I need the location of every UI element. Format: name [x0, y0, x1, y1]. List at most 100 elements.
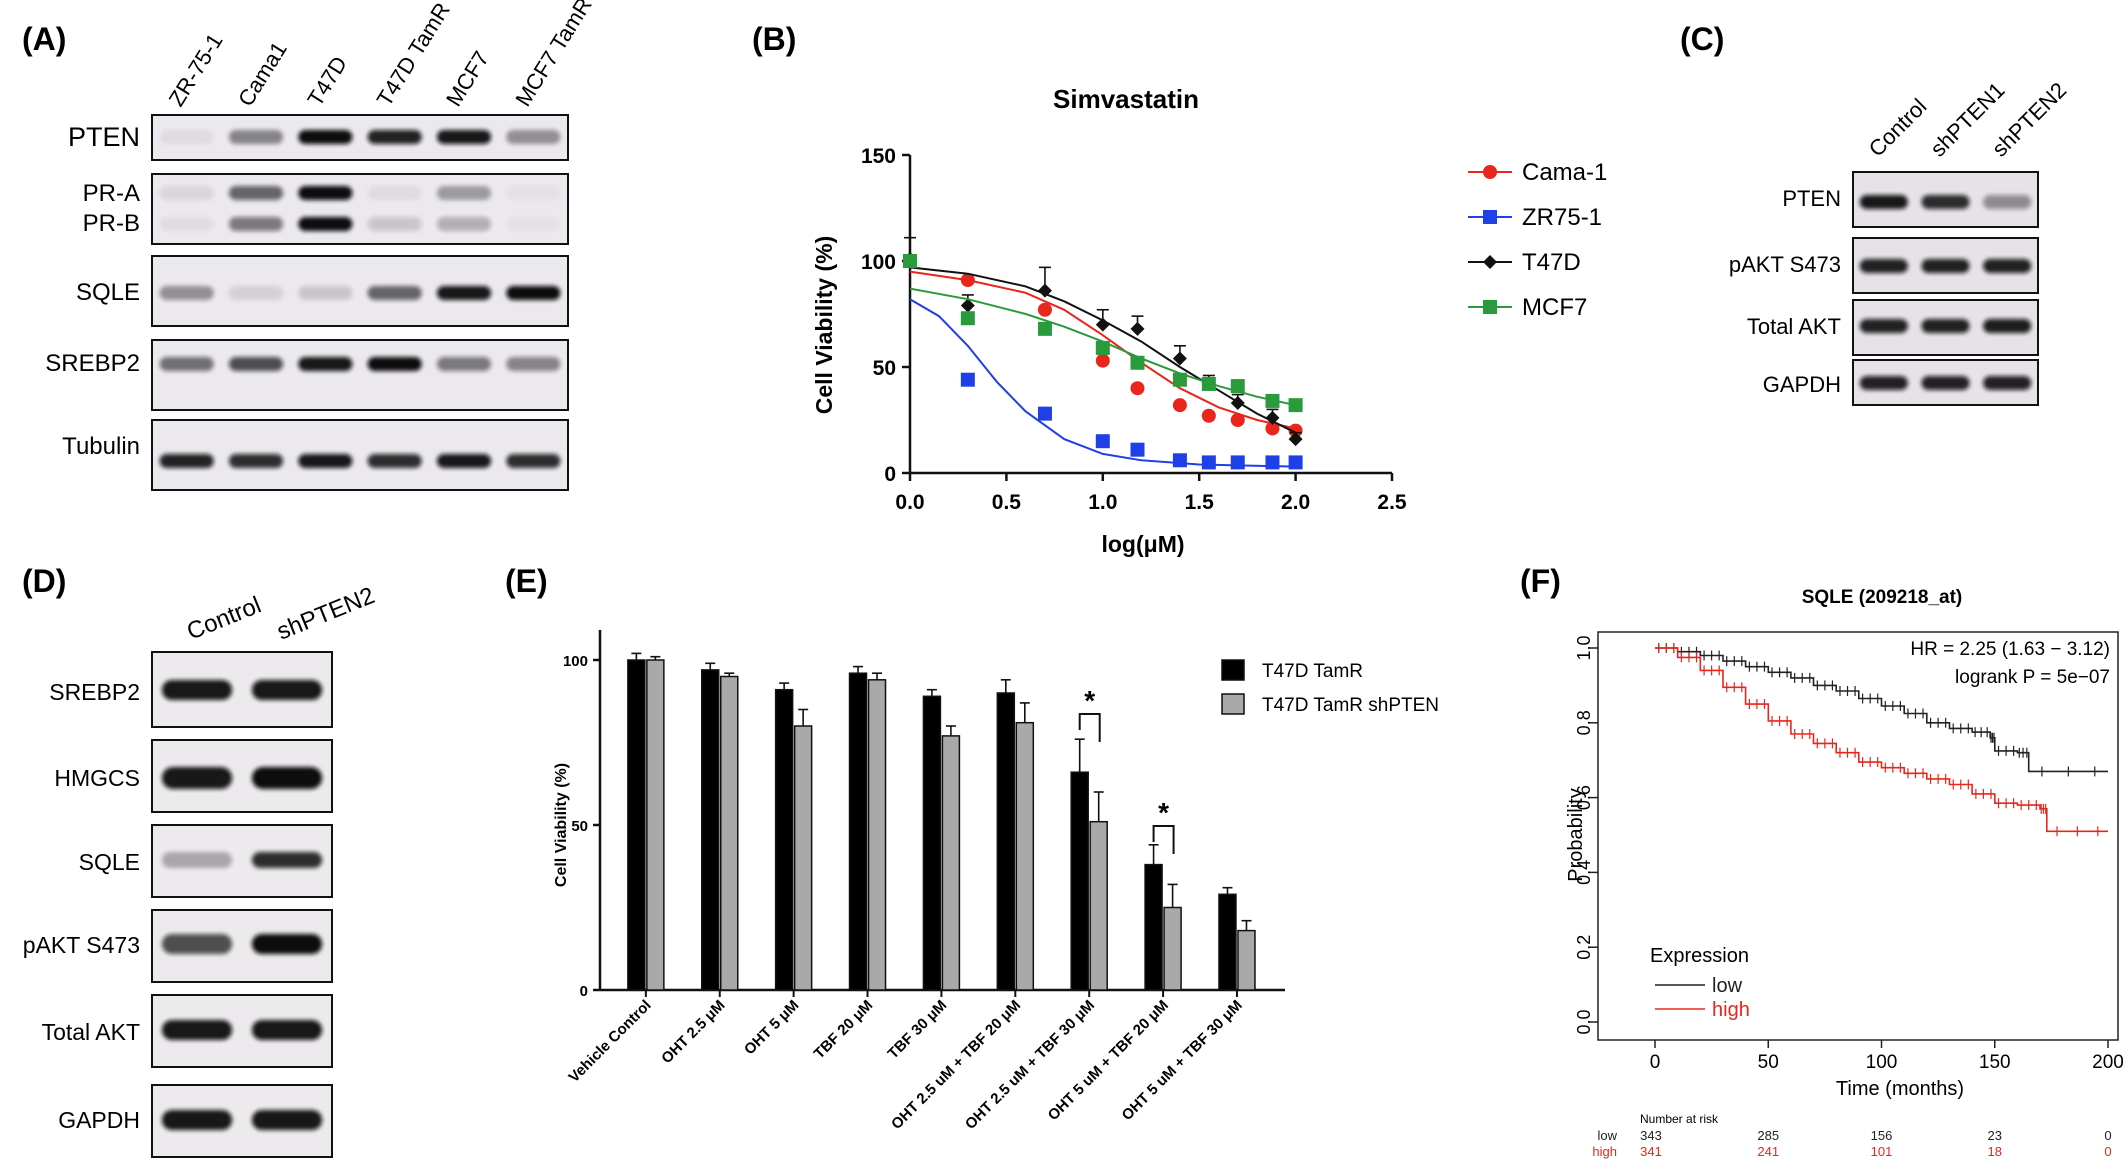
- x-tick-label: TBF 20 μM: [811, 997, 877, 1063]
- y-tick-label: 0.8: [1574, 710, 1594, 735]
- x-tick-label: 2.5: [1377, 491, 1407, 514]
- y-tick-label: 150: [861, 145, 896, 168]
- data-point: [1288, 455, 1303, 470]
- blot-strip: [151, 173, 569, 245]
- data-point: [1037, 321, 1052, 336]
- chart-b-xlabel: log(μM): [1101, 531, 1184, 557]
- blot-band: [298, 186, 353, 200]
- legend-marker: [1483, 255, 1497, 269]
- panel-label-b: (B): [752, 21, 796, 57]
- data-point: [1095, 340, 1110, 355]
- blot-band: [251, 767, 323, 789]
- blot-band: [159, 186, 214, 200]
- data-point: [1095, 434, 1110, 449]
- risk-value: 156: [1871, 1128, 1893, 1143]
- legend-label: T47D: [1522, 249, 1581, 276]
- blot-band: [251, 680, 323, 700]
- panel-label-a: (A): [22, 21, 66, 57]
- data-point: [1265, 421, 1280, 436]
- legend-label: MCF7: [1522, 294, 1587, 321]
- protein-label: GAPDH: [58, 1107, 140, 1133]
- bar: [1089, 820, 1108, 991]
- y-tick-label: 1.0: [1574, 635, 1594, 660]
- lane-label: T47D: [302, 52, 352, 111]
- blot-strip: [151, 114, 569, 161]
- chart-f-title: SQLE (209218_at): [1802, 587, 1963, 608]
- protein-label: Total AKT: [42, 1019, 140, 1045]
- legend-swatch: [1221, 659, 1245, 681]
- bar: [1163, 906, 1182, 991]
- x-tick-label: 1.0: [1088, 491, 1117, 514]
- blot-band: [1859, 259, 1908, 273]
- data-point: [1201, 455, 1216, 470]
- protein-label: SQLE: [76, 279, 140, 306]
- significance-bracket: [1078, 713, 1101, 742]
- bar: [1144, 863, 1163, 991]
- bar: [627, 659, 646, 991]
- bar: [774, 688, 794, 991]
- bar: [996, 692, 1016, 991]
- blot-band: [228, 454, 284, 468]
- blot-band: [367, 186, 422, 200]
- protein-label: SQLE: [79, 849, 140, 875]
- blot-band: [298, 286, 353, 300]
- data-point: [1172, 398, 1187, 413]
- plot-frame: [1597, 631, 2119, 1041]
- panel-label-e: (E): [505, 563, 548, 599]
- blot-band: [436, 130, 492, 144]
- x-tick-label: OHT 5 uM + TBF 30 μM: [1119, 997, 1246, 1124]
- risk-value: 101: [1871, 1144, 1893, 1159]
- legend-label: T47D TamR: [1262, 661, 1363, 682]
- blot-band: [159, 454, 214, 468]
- bar: [793, 725, 813, 991]
- data-point: [1201, 376, 1216, 391]
- y-tick-label: 100: [563, 653, 588, 670]
- data-point: [1230, 379, 1245, 394]
- bar: [1237, 929, 1256, 991]
- km-curve-low: [1655, 643, 2108, 777]
- blot-band: [161, 852, 233, 868]
- risk-value: 0: [2104, 1144, 2111, 1159]
- blot-band: [506, 286, 561, 300]
- risk-value: 285: [1757, 1128, 1779, 1143]
- bar: [848, 672, 868, 991]
- x-tick-label: 150: [1979, 1052, 2011, 1073]
- y-tick-label: 0.6: [1574, 785, 1594, 810]
- blot-band: [1983, 259, 2032, 273]
- risk-value: 0: [2104, 1128, 2111, 1143]
- bar: [1015, 721, 1035, 991]
- data-point: [1037, 406, 1052, 421]
- bar: [720, 675, 739, 991]
- data-point: [1288, 432, 1303, 447]
- blot-band: [159, 357, 214, 371]
- protein-label: pAKT S473: [1729, 252, 1841, 277]
- data-point: [1130, 442, 1145, 457]
- blot-band: [506, 130, 561, 144]
- blot-band: [228, 217, 284, 231]
- blot-band: [159, 130, 214, 144]
- blot-band: [436, 186, 492, 200]
- risk-value: 23: [1988, 1128, 2002, 1143]
- data-point: [1230, 455, 1245, 470]
- blot-band: [367, 454, 422, 468]
- x-tick-label: OHT 2.5 μM: [658, 997, 728, 1067]
- blot-band: [251, 852, 323, 868]
- lane-label: MCF7: [441, 47, 494, 111]
- data-point: [1265, 410, 1280, 425]
- blot-band: [228, 357, 284, 371]
- protein-label: Tubulin: [62, 433, 140, 460]
- data-point: [960, 372, 975, 387]
- significance-bracket: [1152, 825, 1175, 854]
- significance-star: *: [1158, 797, 1169, 828]
- blot-strip: [151, 255, 569, 327]
- lane-label: shPTEN2: [273, 582, 378, 646]
- cell-viability-bar-chart: Cell Viability (%) 0 50 100 Vehicle Control…: [553, 630, 1439, 1133]
- legend-label: T47D TamR shPTEN: [1262, 695, 1439, 716]
- data-point: [1230, 396, 1245, 411]
- x-tick-label: 2.0: [1281, 491, 1310, 514]
- blot-band: [436, 454, 492, 468]
- blot-band: [436, 357, 492, 371]
